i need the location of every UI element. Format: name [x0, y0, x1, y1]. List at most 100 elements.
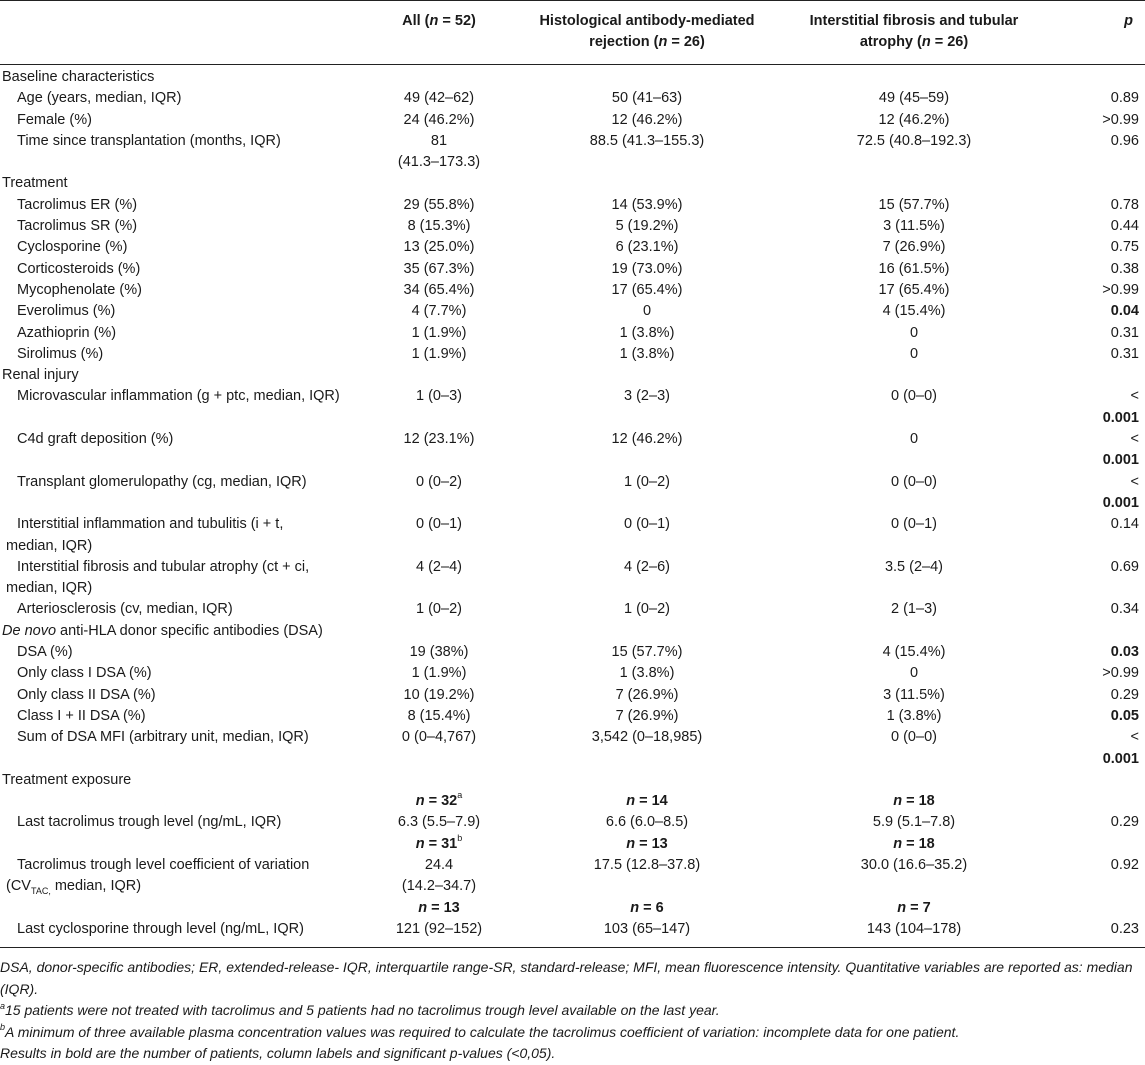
cell-all: 10 (19.2%) [403, 686, 475, 703]
cell-p: 0.29 [1110, 814, 1139, 831]
table-row: Everolimus (%) 4 (7.7%) 0 4 (15.4%) 0.04 [0, 301, 1145, 322]
cell-hamr: 50 (41–63) [611, 90, 683, 107]
cell-hamr: n = 14 [626, 793, 668, 810]
section-row: Treatment [0, 173, 1145, 194]
cell-hamr: 103 (65–147) [516, 918, 778, 949]
cell-p: 0.14 [1110, 516, 1139, 533]
cell-ifta: n = 7 [897, 899, 931, 916]
cell-hamr: 88.5 (41.3–155.3) [589, 132, 705, 149]
cell-hamr: 6 (23.1%) [615, 239, 679, 256]
row-label: Microvascular inflammation (g + ptc, med… [17, 388, 340, 405]
cell-ifta: 49 (45–59) [878, 90, 950, 107]
cell-ifta: 5.9 (5.1–7.8) [872, 814, 956, 831]
cell-hamr: 3,542 (0–18,985) [591, 729, 703, 746]
table-row: Interstitial fibrosis and tubular atroph… [0, 557, 1145, 600]
table-row: Tacrolimus SR (%) 8 (15.3%) 5 (19.2%) 3 (11… [0, 216, 1145, 237]
cell-p: 0.05 [1110, 707, 1139, 724]
row-label: Azathioprin (%) [17, 324, 117, 341]
table-row: Only class II DSA (%) 10 (19.2%) 7 (26.9%)… [0, 685, 1145, 706]
cell-p: <0.001 [1102, 388, 1139, 426]
cell-all: 6.3 (5.5–7.9) [397, 814, 481, 831]
section-row: Treatment exposure [0, 770, 1145, 791]
cell-p: 0.31 [1110, 345, 1139, 362]
cell-ifta: 12 (46.2%) [878, 111, 950, 128]
cell-hamr: 7 (26.9%) [615, 686, 679, 703]
section-title: Renal injury [2, 367, 79, 384]
footnote-b: bA minimum of three available plasma con… [0, 1022, 960, 1040]
row-label: Female (%) [17, 111, 92, 128]
cell-all: 1 (0–3) [416, 388, 462, 405]
cell-ifta: 0 [909, 665, 919, 682]
row-label: Last cyclosporine through level (ng/mL, … [0, 918, 362, 949]
footnote-bold: Results in bold are the number of patien… [0, 1045, 556, 1062]
footnote-a: a15 patients were not treated with tacro… [0, 1000, 720, 1019]
cell-hamr: 0 (0–1) [624, 516, 670, 533]
cell-ifta: 0 (0–0) [891, 388, 937, 405]
results-table: All (n = 52) Histological antibody-media… [0, 0, 1145, 949]
table-row: Azathioprin (%) 1 (1.9%) 1 (3.8%) 0 0.31 [0, 323, 1145, 344]
cell-p: 0.92 [1110, 856, 1139, 873]
cell-hamr: 19 (73.0%) [611, 260, 683, 277]
row-label: Time since transplantation (months, IQR) [17, 132, 281, 149]
cell-p: 0.44 [1110, 218, 1139, 235]
row-label: DSA (%) [17, 644, 73, 661]
cell-hamr: 1 (0–2) [624, 601, 670, 618]
cell-hamr: 12 (46.2%) [611, 431, 683, 448]
cell-hamr: 1 (3.8%) [619, 324, 675, 341]
n-row: n = 13 n = 6 n = 7 [0, 898, 1145, 919]
cell-hamr: 1 (3.8%) [619, 345, 675, 362]
section-row: Baseline characteristics [0, 65, 1145, 89]
header-all: All (n = 52) [362, 0, 516, 65]
cell-p: 0.34 [1110, 601, 1139, 618]
row-label: Mycophenolate (%) [17, 281, 142, 298]
section-title: Baseline characteristics [2, 69, 155, 85]
cell-p: 0.23 [1050, 918, 1145, 949]
cell-all: 1 (1.9%) [411, 345, 467, 362]
table-row: Last cyclosporine through level (ng/mL, … [0, 918, 1145, 949]
cell-ifta: 0 (0–0) [891, 473, 937, 490]
cell-ifta: n = 18 [893, 793, 935, 810]
cell-hamr: n = 6 [630, 899, 664, 916]
cell-p: 0.78 [1110, 196, 1139, 213]
cell-hamr: 12 (46.2%) [611, 111, 683, 128]
row-label: C4d graft deposition (%) [17, 431, 174, 448]
cell-all: 35 (67.3%) [403, 260, 475, 277]
cell-ifta: 30.0 (16.6–35.2) [860, 856, 968, 873]
cell-ifta: 7 (26.9%) [882, 239, 946, 256]
cell-ifta: 3.5 (2–4) [884, 558, 944, 575]
cell-all: 24.4 (14.2–34.7) [401, 856, 477, 895]
cell-hamr: n = 13 [626, 835, 668, 852]
cell-hamr: 17 (65.4%) [611, 281, 683, 298]
cell-p: <0.001 [1102, 473, 1139, 511]
table-row: Only class I DSA (%) 1 (1.9%) 1 (3.8%) 0 >0.… [0, 663, 1145, 684]
cell-all: 8 (15.4%) [407, 707, 471, 724]
cell-hamr: 17.5 (12.8–37.8) [593, 856, 701, 873]
cell-ifta: 0 [909, 324, 919, 341]
cell-all: 34 (65.4%) [403, 281, 475, 298]
cell-p: 0.75 [1110, 239, 1139, 256]
cell-ifta: 17 (65.4%) [878, 281, 950, 298]
cell-p: 0.38 [1110, 260, 1139, 277]
cell-all: 12 (23.1%) [403, 431, 475, 448]
cell-ifta: 72.5 (40.8–192.3) [856, 132, 972, 149]
table-row: Corticosteroids (%) 35 (67.3%) 19 (73.0%) 1… [0, 259, 1145, 280]
cell-p: 0.03 [1110, 644, 1139, 661]
cell-all: 0 (0–2) [416, 473, 462, 490]
cell-ifta: 15 (57.7%) [878, 196, 950, 213]
cell-p: <0.001 [1102, 729, 1139, 767]
cell-all: 1 (1.9%) [411, 324, 467, 341]
cell-p: 0.96 [1110, 132, 1139, 149]
row-label: Tacrolimus trough level coefficient of v… [6, 856, 310, 897]
row-label: Everolimus (%) [17, 303, 116, 320]
cell-p: <0.001 [1102, 431, 1139, 469]
cell-hamr: 3 (2–3) [624, 388, 670, 405]
section-title: Treatment [2, 175, 68, 192]
table-row: Time since transplantation (months, IQR)… [0, 131, 1145, 174]
cell-hamr: 7 (26.9%) [615, 707, 679, 724]
row-label: Age (years, median, IQR) [17, 90, 182, 107]
cell-p [1050, 834, 1145, 855]
cell-p: 0.04 [1110, 303, 1139, 320]
cell-ifta: 1 (3.8%) [886, 707, 942, 724]
table-row: Transplant glomerulopathy (cg, median, I… [0, 472, 1145, 515]
